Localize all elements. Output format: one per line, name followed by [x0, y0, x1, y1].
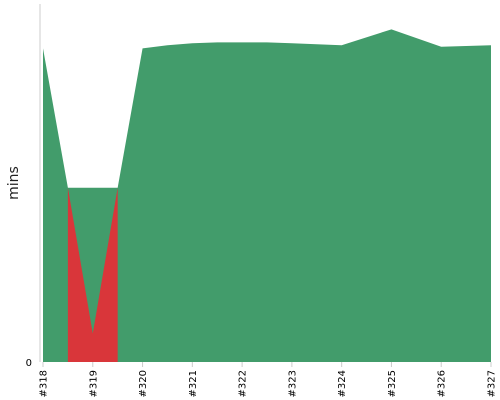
y-ticks-layer: 0 — [26, 358, 32, 369]
x-tick-label: #321 — [188, 370, 199, 397]
x-tick-label: #322 — [238, 370, 249, 397]
x-tick-label: #320 — [138, 370, 149, 397]
x-tick-label: #327 — [487, 370, 498, 397]
x-tick-label: #326 — [437, 370, 448, 397]
y-tick-label: 0 — [26, 358, 32, 369]
x-ticks-layer: #318 #319 #320 #321 #322 #323 #324 #325 #326 #327 — [39, 362, 498, 397]
x-tick-label: #323 — [287, 370, 298, 397]
x-tick-label: #319 — [88, 370, 99, 397]
x-tick-label: #318 — [39, 370, 50, 397]
x-tick-label: #325 — [387, 370, 398, 397]
area-series-failure — [67, 187, 118, 362]
area-series-success — [43, 29, 491, 362]
y-axis-title: mins — [6, 166, 22, 200]
areas-layer — [43, 29, 491, 362]
x-tick-label: #324 — [337, 370, 348, 397]
